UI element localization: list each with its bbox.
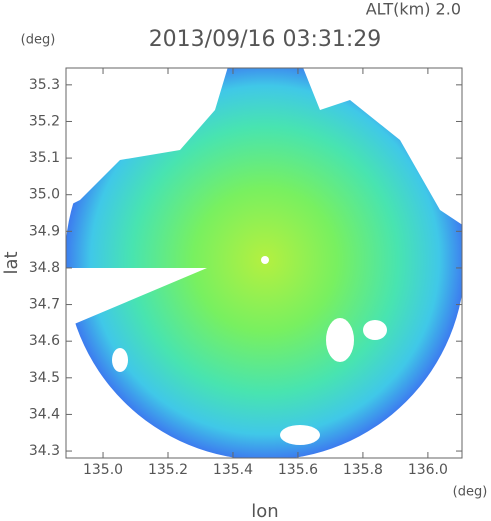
x-tick-label: 136.0: [408, 462, 448, 478]
chart-title: 2013/09/16 03:31:29: [149, 27, 382, 52]
y-tick-label: 34.5: [29, 370, 60, 386]
x-unit: (deg): [453, 485, 488, 500]
x-tick-label: 135.0: [83, 462, 123, 478]
y-axis-label: lat: [1, 251, 22, 274]
y-tick-label: 35.0: [29, 187, 60, 203]
x-tick-label: 135.6: [278, 462, 318, 478]
y-tick-label: 34.4: [29, 406, 60, 422]
plot-frame: [65, 67, 463, 459]
y-tick-label: 35.1: [29, 150, 60, 166]
x-tick-label: 135.4: [213, 462, 253, 478]
y-tick-label: 35.3: [29, 77, 60, 93]
x-tick-label: 135.2: [148, 462, 188, 478]
altitude-label: ALT(km) 2.0: [366, 0, 461, 19]
y-tick-label: 34.9: [29, 223, 60, 239]
y-tick-label: 34.3: [29, 443, 60, 459]
y-tick-label: 34.7: [29, 297, 60, 313]
y-tick-label: 35.2: [29, 113, 60, 129]
radar-field: [66, 68, 462, 458]
x-axis-label: lon: [251, 501, 278, 521]
y-tick-label: 34.6: [29, 333, 60, 349]
y-tick-label: 34.8: [29, 260, 60, 276]
x-tick-label: 135.8: [343, 462, 383, 478]
y-unit: (deg): [21, 33, 56, 48]
